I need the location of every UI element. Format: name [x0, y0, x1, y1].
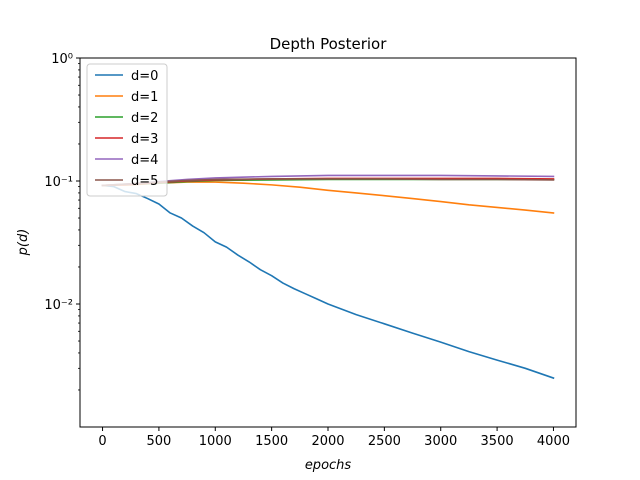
x-tick-label: 2500 — [368, 434, 401, 449]
legend-box — [86, 63, 168, 197]
legend: d=0 d=1 d=2 d=3 d=4 d=5 — [86, 63, 168, 197]
x-tick-label: 3000 — [424, 434, 457, 449]
y-tick-label: 10⁰ — [51, 52, 73, 67]
x-tick-label: 2000 — [311, 434, 344, 449]
x-tick-label: 4000 — [537, 434, 570, 449]
legend-label: d=5 — [131, 174, 158, 189]
chart-title: Depth Posterior — [270, 35, 388, 53]
x-tick-label: 0 — [98, 434, 106, 449]
y-axis-ticks: 10⁻² 10⁻¹ 10⁰ — [44, 52, 80, 391]
legend-label: d=1 — [131, 90, 158, 105]
x-tick-label: 1000 — [199, 434, 232, 449]
x-axis-ticks: 0 500 1000 1500 2000 2500 3000 3500 4000 — [98, 427, 570, 449]
y-axis-label: p(d) — [16, 229, 31, 257]
x-tick-label: 3500 — [481, 434, 514, 449]
legend-label: d=4 — [131, 153, 158, 168]
legend-label: d=3 — [131, 132, 158, 147]
y-tick-label: 10⁻² — [44, 298, 73, 313]
x-tick-label: 1500 — [255, 434, 288, 449]
y-tick-label: 10⁻¹ — [44, 175, 73, 190]
legend-label: d=0 — [131, 69, 158, 84]
legend-label: d=2 — [131, 111, 158, 126]
x-tick-label: 500 — [146, 434, 171, 449]
series-line-d=0 — [101, 184, 555, 380]
x-axis-label: epochs — [305, 458, 352, 473]
